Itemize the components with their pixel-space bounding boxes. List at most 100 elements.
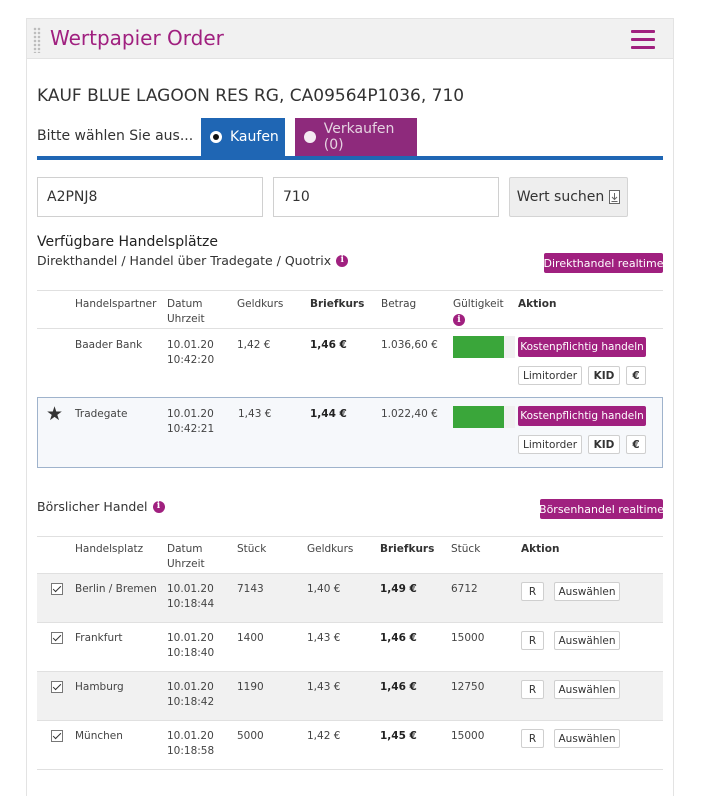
limit-order-button[interactable]: Limitorder xyxy=(518,366,582,385)
col-qty: Stück xyxy=(237,543,267,555)
tab-sell-label: Verkaufen (0) xyxy=(323,121,395,153)
divider xyxy=(37,671,663,672)
venue-name: Berlin / Bremen xyxy=(75,583,157,595)
info-icon[interactable]: i xyxy=(152,500,165,513)
exchange-realtime-button[interactable]: Börsenhandel realtime xyxy=(539,499,664,519)
validity-fill xyxy=(453,406,504,428)
partner-name: Tradegate xyxy=(75,408,128,420)
col-action: Aktion xyxy=(521,543,560,555)
venue-name: Hamburg xyxy=(75,681,124,693)
trade-button[interactable]: Kostenpflichtig handeln xyxy=(518,406,646,426)
direct-subtitle-text: Direkthandel / Handel über Tradegate / Q… xyxy=(37,253,332,268)
divider xyxy=(37,573,663,574)
row-date: 10.01.20 xyxy=(167,632,214,644)
info-icon[interactable]: i xyxy=(336,254,349,267)
tab-sell[interactable]: Verkaufen (0) xyxy=(295,118,417,156)
row-checkbox[interactable] xyxy=(51,583,63,595)
row-bid: 1,40 € xyxy=(307,583,341,595)
document-icon xyxy=(609,190,621,204)
row-date: 10.01.20 xyxy=(167,730,214,742)
limit-order-button[interactable]: Limitorder xyxy=(518,435,582,454)
row-ask: 1,44 € xyxy=(310,408,347,420)
isin-input[interactable]: A2PNJ8 xyxy=(37,177,263,217)
col-time: Uhrzeit xyxy=(167,558,205,570)
row-time: 10:18:58 xyxy=(167,745,215,757)
row-ask: 1,46 € xyxy=(310,339,347,351)
r-button[interactable]: R xyxy=(521,729,544,748)
row-amount: 1.036,60 € xyxy=(381,339,438,351)
r-button[interactable]: R xyxy=(521,680,544,699)
col-action: Aktion xyxy=(518,298,557,310)
row-checkbox[interactable] xyxy=(51,681,63,693)
row-bid: 1,43 € xyxy=(307,632,341,644)
row-bid: 1,43 € xyxy=(307,681,341,693)
venue-name: Frankfurt xyxy=(75,632,123,644)
col-date: Datum xyxy=(167,543,203,555)
search-button[interactable]: Wert suchen xyxy=(509,177,628,217)
col-ask: Briefkurs xyxy=(380,543,435,555)
validity-bar xyxy=(453,406,515,428)
order-title: KAUF BLUE LAGOON RES RG, CA09564P1036, 7… xyxy=(37,86,465,106)
row-bid: 1,43 € xyxy=(238,408,272,420)
info-icon[interactable]: i xyxy=(453,314,465,326)
radio-unselected-icon xyxy=(304,131,316,143)
row-time: 10:18:40 xyxy=(167,647,215,659)
choose-prompt: Bitte wählen Sie aus... xyxy=(37,128,194,144)
venues-section-title: Verfügbare Handelsplätze xyxy=(37,234,218,250)
kid-button[interactable]: KID xyxy=(588,435,620,454)
col-validity: Gültigkeit xyxy=(453,298,504,310)
r-button[interactable]: R xyxy=(521,631,544,650)
kid-button[interactable]: KID xyxy=(588,366,620,385)
quantity-input[interactable]: 710 xyxy=(273,177,499,217)
row-bid: 1,42 € xyxy=(307,730,341,742)
direct-realtime-button[interactable]: Direkthandel realtime xyxy=(544,253,663,273)
col-partner: Handelspartner xyxy=(75,298,157,310)
row-time: 10:42:21 xyxy=(167,423,215,435)
exchange-section-title-wrap: Börslicher Handel i xyxy=(37,499,165,514)
row-qty2: 6712 xyxy=(451,583,478,595)
row-ask: 1,46 € xyxy=(380,681,417,693)
search-button-label: Wert suchen xyxy=(516,189,605,205)
col-venue: Handelsplatz xyxy=(75,543,144,555)
r-button[interactable]: R xyxy=(521,582,544,601)
row-date: 10.01.20 xyxy=(167,583,214,595)
select-button[interactable]: Auswählen xyxy=(554,680,620,699)
select-button[interactable]: Auswählen xyxy=(554,582,620,601)
tab-buy[interactable]: Kaufen xyxy=(201,118,285,156)
partner-name: Baader Bank xyxy=(75,339,143,351)
divider xyxy=(37,769,663,770)
drag-handle-icon[interactable] xyxy=(33,27,41,53)
star-icon[interactable]: ★ xyxy=(46,403,64,425)
col-amount: Betrag xyxy=(381,298,417,310)
validity-bar xyxy=(453,336,515,358)
row-qty: 1400 xyxy=(237,632,264,644)
select-button[interactable]: Auswählen xyxy=(554,729,620,748)
venue-name: München xyxy=(75,730,123,742)
row-ask: 1,49 € xyxy=(380,583,417,595)
col-ask: Briefkurs xyxy=(310,298,365,310)
validity-fill xyxy=(453,336,504,358)
row-qty: 5000 xyxy=(237,730,264,742)
row-checkbox[interactable] xyxy=(51,730,63,742)
exchange-section-title: Börslicher Handel xyxy=(37,499,148,514)
row-date: 10.01.20 xyxy=(167,408,214,420)
currency-button[interactable]: € xyxy=(626,366,646,385)
col-date: Datum xyxy=(167,298,203,310)
divider xyxy=(37,622,663,623)
row-ask: 1,46 € xyxy=(380,632,417,644)
currency-button[interactable]: € xyxy=(626,435,646,454)
row-qty2: 15000 xyxy=(451,730,485,742)
row-checkbox[interactable] xyxy=(51,632,63,644)
col-bid: Geldkurs xyxy=(237,298,284,310)
divider xyxy=(37,290,663,291)
page-title: Wertpapier Order xyxy=(50,26,224,50)
row-time: 10:42:20 xyxy=(167,354,215,366)
row-qty: 1190 xyxy=(237,681,264,693)
trade-button[interactable]: Kostenpflichtig handeln xyxy=(518,337,646,357)
row-date: 10.01.20 xyxy=(167,681,214,693)
hamburger-icon[interactable] xyxy=(631,30,655,50)
select-button[interactable]: Auswählen xyxy=(554,631,620,650)
row-date: 10.01.20 xyxy=(167,339,214,351)
tab-buy-label: Kaufen xyxy=(230,129,279,145)
col-time: Uhrzeit xyxy=(167,313,205,325)
